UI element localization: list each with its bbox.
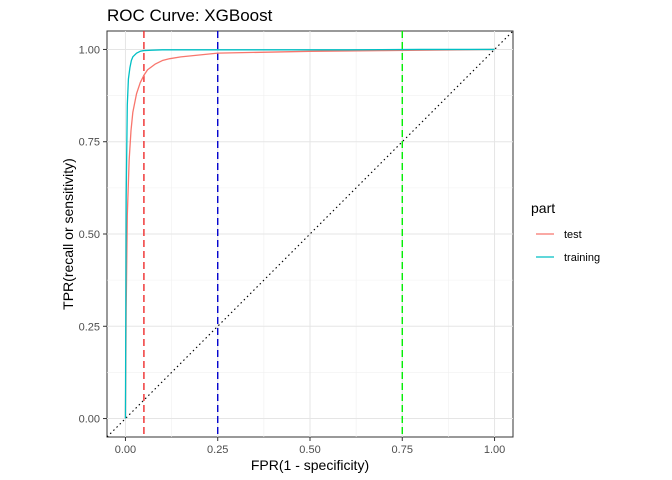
y-tick-label: 0.25 [79,321,100,333]
x-tick-label: 1.00 [484,444,505,456]
x-tick-label: 0.25 [207,444,228,456]
x-axis-title: FPR(1 - specificity) [251,457,369,473]
legend-label-training: training [564,252,600,264]
series-line-training [124,48,495,419]
y-tick-label: 0.50 [79,229,100,241]
diagonal-reference-line [106,30,514,438]
legend: part test training [531,200,600,264]
series-line-test [124,48,495,419]
legend-label-test: test [564,229,582,241]
y-tick-label: 0.75 [79,137,100,149]
y-tick-label: 1.00 [79,44,100,56]
x-tick-label: 0.50 [299,444,320,456]
series-lines [124,48,495,419]
y-tick-label: 0.00 [79,414,100,426]
x-axis-ticks: 0.00 0.25 0.50 0.75 1.00 [115,437,505,456]
y-axis-title: TPR(recall or sensitivity) [60,158,76,310]
x-tick-label: 0.75 [392,444,413,456]
x-tick-label: 0.00 [115,444,136,456]
y-axis-ticks: 0.00 0.25 0.50 0.75 1.00 [79,44,107,426]
chart-title: ROC Curve: XGBoost [107,6,273,25]
reference-lines [106,30,514,438]
legend-entries: test training [536,229,600,264]
legend-title: part [531,200,555,216]
